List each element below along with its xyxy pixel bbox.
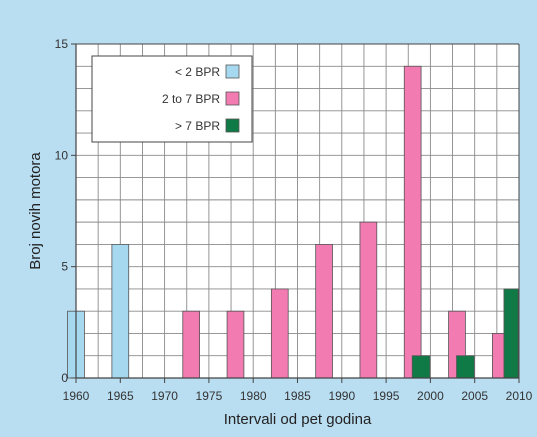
x-tick-label: 1980 bbox=[240, 389, 267, 403]
x-tick-label: 2005 bbox=[461, 389, 488, 403]
x-tick-label: 1985 bbox=[284, 389, 311, 403]
legend: < 2 BPR 2 to 7 BPR > 7 BPR bbox=[91, 55, 253, 143]
bar bbox=[270, 288, 289, 379]
axes: 1960 1965 1970 1975 1980 1985 1990 1995 2000 2005… bbox=[55, 37, 533, 403]
x-tick-label: 1990 bbox=[328, 389, 355, 403]
x-tick-label: 1960 bbox=[63, 389, 90, 403]
legend-label: 2 to 7 BPR bbox=[162, 92, 220, 106]
x-tick-label: 1995 bbox=[373, 389, 400, 403]
bar bbox=[403, 65, 422, 379]
bar bbox=[359, 221, 378, 379]
y-tick-label: 0 bbox=[61, 371, 68, 385]
x-tick-label: 1975 bbox=[196, 389, 223, 403]
bar bbox=[111, 243, 130, 379]
x-tick-label: 2000 bbox=[417, 389, 444, 403]
bars bbox=[67, 65, 519, 379]
bar bbox=[226, 310, 245, 379]
x-tick-label: 1970 bbox=[151, 389, 178, 403]
y-axis-label: Broj novih motora bbox=[27, 152, 44, 270]
legend-swatch bbox=[225, 118, 240, 133]
bar bbox=[411, 355, 431, 379]
legend-box bbox=[91, 55, 253, 143]
y-tick-label: 15 bbox=[55, 37, 69, 51]
x-axis-label: Intervali od pet godina bbox=[224, 411, 372, 428]
x-tick-label: 1965 bbox=[107, 389, 134, 403]
legend-label: > 7 BPR bbox=[175, 119, 220, 133]
bar bbox=[182, 310, 200, 379]
y-tick-label: 10 bbox=[55, 148, 69, 162]
bar bbox=[456, 355, 475, 379]
bar bbox=[315, 243, 333, 379]
y-tick-label: 5 bbox=[61, 260, 68, 274]
bar bbox=[503, 288, 519, 379]
legend-swatch bbox=[225, 91, 240, 106]
legend-label: < 2 BPR bbox=[175, 65, 220, 79]
x-tick-label: 2010 bbox=[506, 389, 533, 403]
legend-swatch bbox=[225, 64, 240, 79]
